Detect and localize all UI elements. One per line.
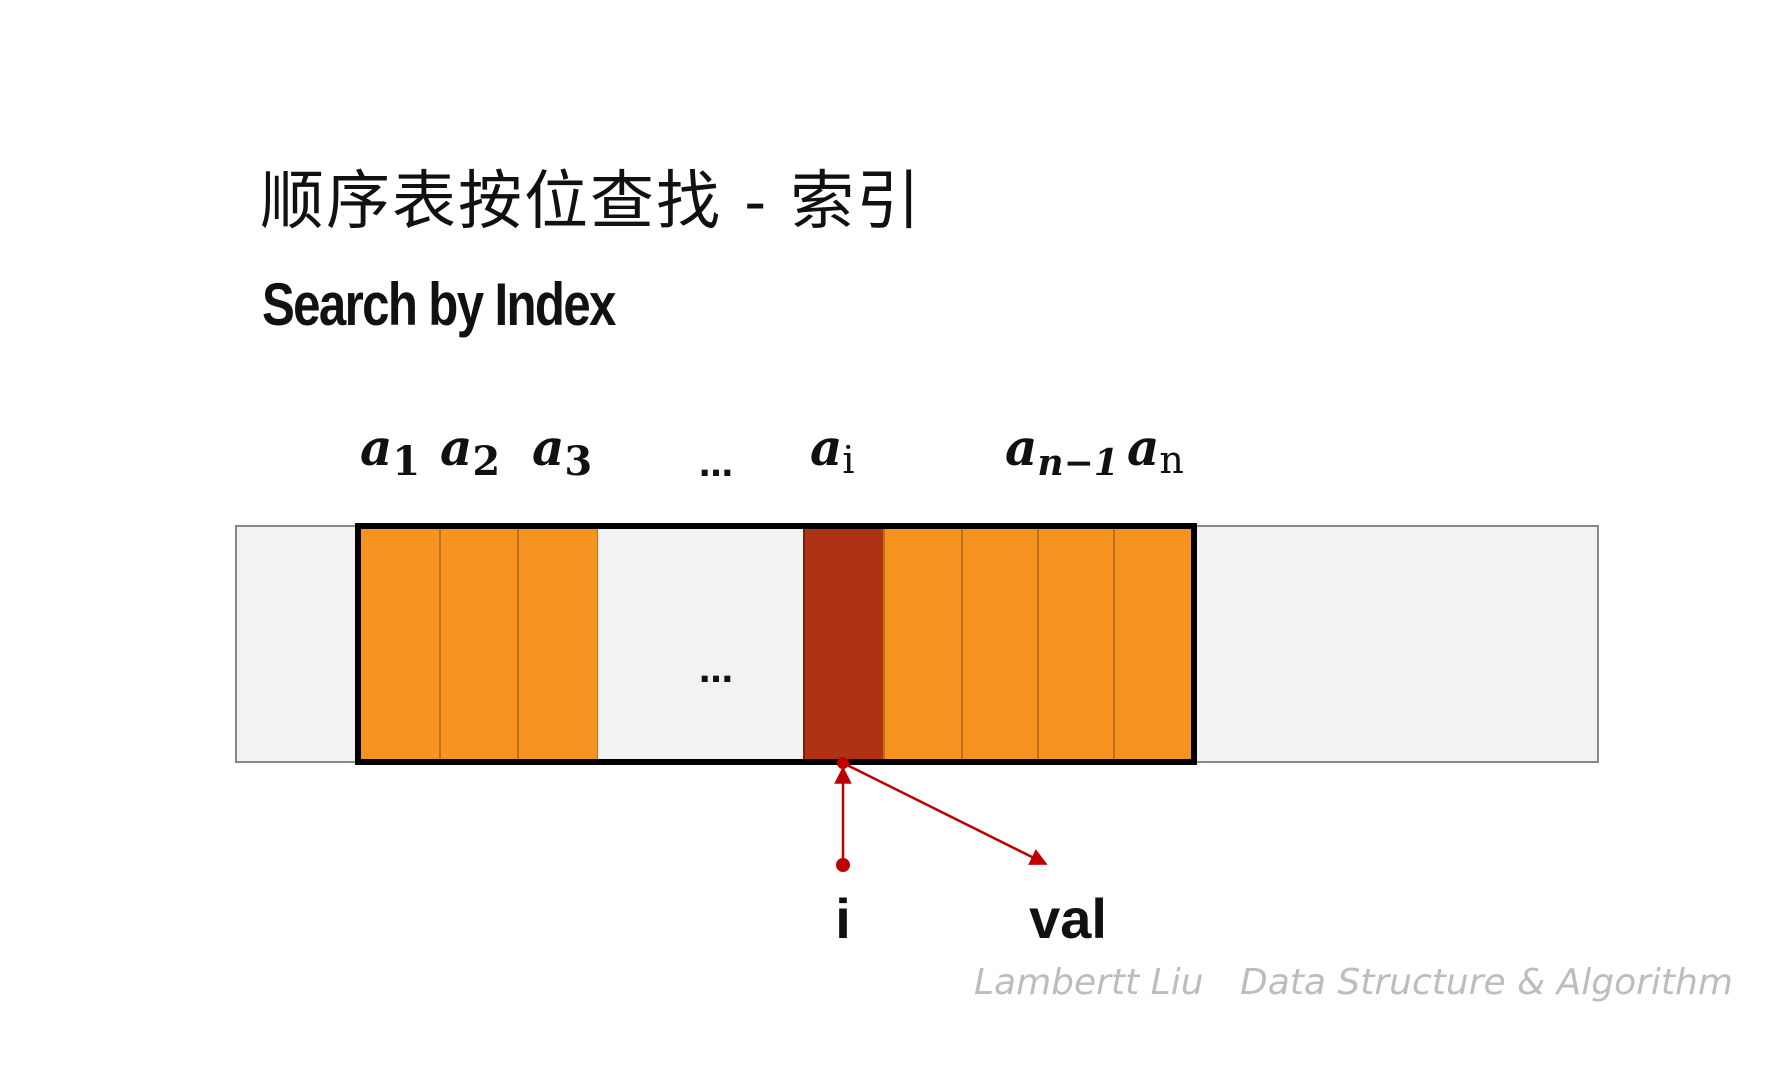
cell-an-1 xyxy=(1037,525,1115,763)
value-label: val xyxy=(1029,887,1107,950)
label-an: an xyxy=(1127,418,1184,482)
watermark-author: Lambertt Liu xyxy=(974,962,1204,1003)
label-a1: a1 xyxy=(360,418,420,485)
label-ai: ai xyxy=(810,418,855,482)
label-a2: a2 xyxy=(440,418,500,485)
page-subtitle: Search by Index xyxy=(262,271,616,338)
cell-a2 xyxy=(439,525,519,763)
cell-after-ai-2 xyxy=(961,525,1039,763)
label-a3: a3 xyxy=(532,418,592,485)
cell-ai xyxy=(803,525,885,763)
page-title: 顺序表按位查找 - 索引 xyxy=(260,165,923,239)
cell-a3 xyxy=(517,525,599,763)
cell-an xyxy=(1113,525,1195,763)
cell-after-ai-1 xyxy=(883,525,963,763)
index-label: i xyxy=(835,887,851,950)
cell-ellipsis: … xyxy=(699,651,733,691)
value-pointer-arrow xyxy=(842,761,1048,866)
list-frame xyxy=(355,523,1197,765)
cell-gap xyxy=(598,526,804,762)
cell-a1 xyxy=(357,525,441,763)
label-ellipsis: … xyxy=(699,445,733,485)
label-an-1: an−1 xyxy=(1005,418,1119,484)
watermark-course: Data Structure & Algorithm xyxy=(1240,962,1733,1003)
